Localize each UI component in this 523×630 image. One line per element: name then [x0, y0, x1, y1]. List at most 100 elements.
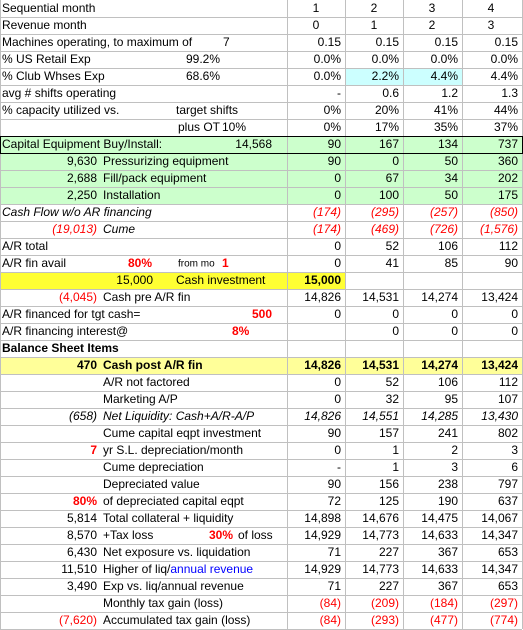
- value-cell: 0: [334, 307, 341, 321]
- value-cell: 0%: [324, 103, 342, 117]
- value-cell: 14,531: [362, 290, 399, 304]
- value-cell: (257): [430, 205, 458, 219]
- cell-text: target shifts: [176, 103, 238, 117]
- value-cell: 1.2: [441, 86, 458, 100]
- value-cell: 67: [386, 171, 400, 185]
- value-cell: 112: [499, 239, 518, 253]
- value-cell: 0: [334, 188, 341, 202]
- value-cell: 0.15: [318, 35, 342, 49]
- cell-text: avg # shifts operating: [2, 86, 116, 100]
- value-cell: 13,424: [481, 358, 518, 372]
- cell-text: Net exposure vs. liquidation: [103, 545, 250, 559]
- cell-text: Machines operating, to maximum of: [2, 35, 193, 49]
- cell-text: A/R financed for tgt cash=: [2, 307, 140, 321]
- value-cell: 0: [392, 154, 399, 168]
- value-cell: 85: [445, 256, 459, 270]
- cell-text: A/R not factored: [103, 375, 190, 389]
- cell-text: A/R fin avail: [2, 256, 66, 270]
- value-cell: 1.3: [501, 86, 518, 100]
- value-cell: 13,424: [481, 290, 518, 304]
- value-cell: 4.4%: [491, 69, 519, 83]
- value-cell: 0: [334, 375, 341, 389]
- value-cell: 0: [334, 239, 341, 253]
- value-cell: 90: [505, 256, 519, 270]
- value-cell: 41%: [434, 103, 458, 117]
- value-cell: -: [337, 460, 341, 474]
- cell-text: 5,814: [67, 511, 97, 525]
- value-cell: (84): [320, 613, 341, 627]
- value-cell: 32: [386, 392, 400, 406]
- value-cell: 20%: [375, 103, 399, 117]
- value-cell: (293): [371, 613, 399, 627]
- value-cell: 3: [488, 18, 495, 32]
- value-cell: (295): [371, 205, 399, 219]
- value-cell: 35%: [434, 120, 458, 134]
- value-cell: (1,576): [480, 222, 518, 236]
- value-cell: 14,475: [421, 511, 458, 525]
- value-cell: 0: [392, 324, 399, 338]
- cell-text: Monthly tax gain (loss): [103, 596, 223, 610]
- value-cell: (184): [430, 596, 458, 610]
- yellow-band: [0, 272, 345, 289]
- value-cell: (774): [490, 613, 518, 627]
- value-cell: 227: [379, 545, 399, 559]
- value-cell: 0.6: [382, 86, 399, 100]
- cell-text: 99.2%: [186, 52, 220, 66]
- value-cell: 14,347: [481, 562, 518, 576]
- value-cell: 71: [328, 545, 342, 559]
- value-cell: 653: [498, 579, 518, 593]
- cell-text: Accumulated tax gain (loss): [103, 613, 250, 627]
- value-cell: 14,067: [481, 511, 518, 525]
- cell-text: yr S.L. depreciation/month: [103, 443, 243, 457]
- cell-text: Cume capital eqpt investment: [103, 426, 262, 440]
- value-cell: 167: [379, 137, 399, 151]
- value-cell: (477): [430, 613, 458, 627]
- cell-text: Cash investment: [176, 273, 266, 287]
- value-cell: 4: [488, 1, 495, 15]
- value-cell: 1: [313, 1, 320, 15]
- cell-text: 1: [222, 256, 229, 270]
- cell-text: Cash post A/R fin: [103, 358, 203, 372]
- value-cell: 6: [511, 460, 518, 474]
- value-cell: 71: [328, 579, 342, 593]
- value-cell: 4.4%: [431, 69, 459, 83]
- value-cell: 637: [498, 494, 518, 508]
- value-cell: 367: [438, 579, 458, 593]
- value-cell: 802: [498, 426, 518, 440]
- value-cell: 14,929: [304, 562, 341, 576]
- value-cell: 241: [438, 426, 458, 440]
- value-cell: 0%: [324, 120, 342, 134]
- cell-text: 3,490: [67, 579, 97, 593]
- value-cell: 90: [328, 137, 342, 151]
- cell-text: % Club Whses Exp: [2, 69, 105, 83]
- value-cell: 1: [371, 18, 378, 32]
- cell-text: A/R financing interest@: [2, 324, 128, 338]
- cell-text: Cash pre A/R fin: [103, 290, 190, 304]
- green-band: [0, 136, 522, 153]
- cell-text: 80%: [73, 494, 97, 508]
- value-cell: 125: [379, 494, 399, 508]
- cell-text: Fill/pack equipment: [103, 171, 207, 185]
- value-cell: 0: [334, 443, 341, 457]
- value-cell: 14,826: [304, 409, 341, 423]
- value-cell: 106: [438, 375, 458, 389]
- value-cell: 653: [498, 545, 518, 559]
- cell-text: 7: [90, 443, 97, 457]
- value-cell: 14,633: [421, 562, 458, 576]
- value-cell: (209): [371, 596, 399, 610]
- value-cell: 14,285: [421, 409, 458, 423]
- value-cell: 0.15: [435, 35, 459, 49]
- value-cell: (174): [313, 205, 341, 219]
- value-cell: 2: [429, 18, 436, 32]
- cell-text: 8,570: [67, 528, 97, 542]
- cell-text: 11,510: [61, 562, 97, 576]
- cell-text: Depreciated value: [103, 477, 200, 491]
- cell-text: Installation: [103, 188, 160, 202]
- cell-text: 7: [223, 35, 230, 49]
- value-cell: 360: [498, 154, 518, 168]
- cell-text: of depreciated capital eqpt: [103, 494, 244, 508]
- value-cell: 14,676: [362, 511, 399, 525]
- cell-text: 6,430: [67, 545, 97, 559]
